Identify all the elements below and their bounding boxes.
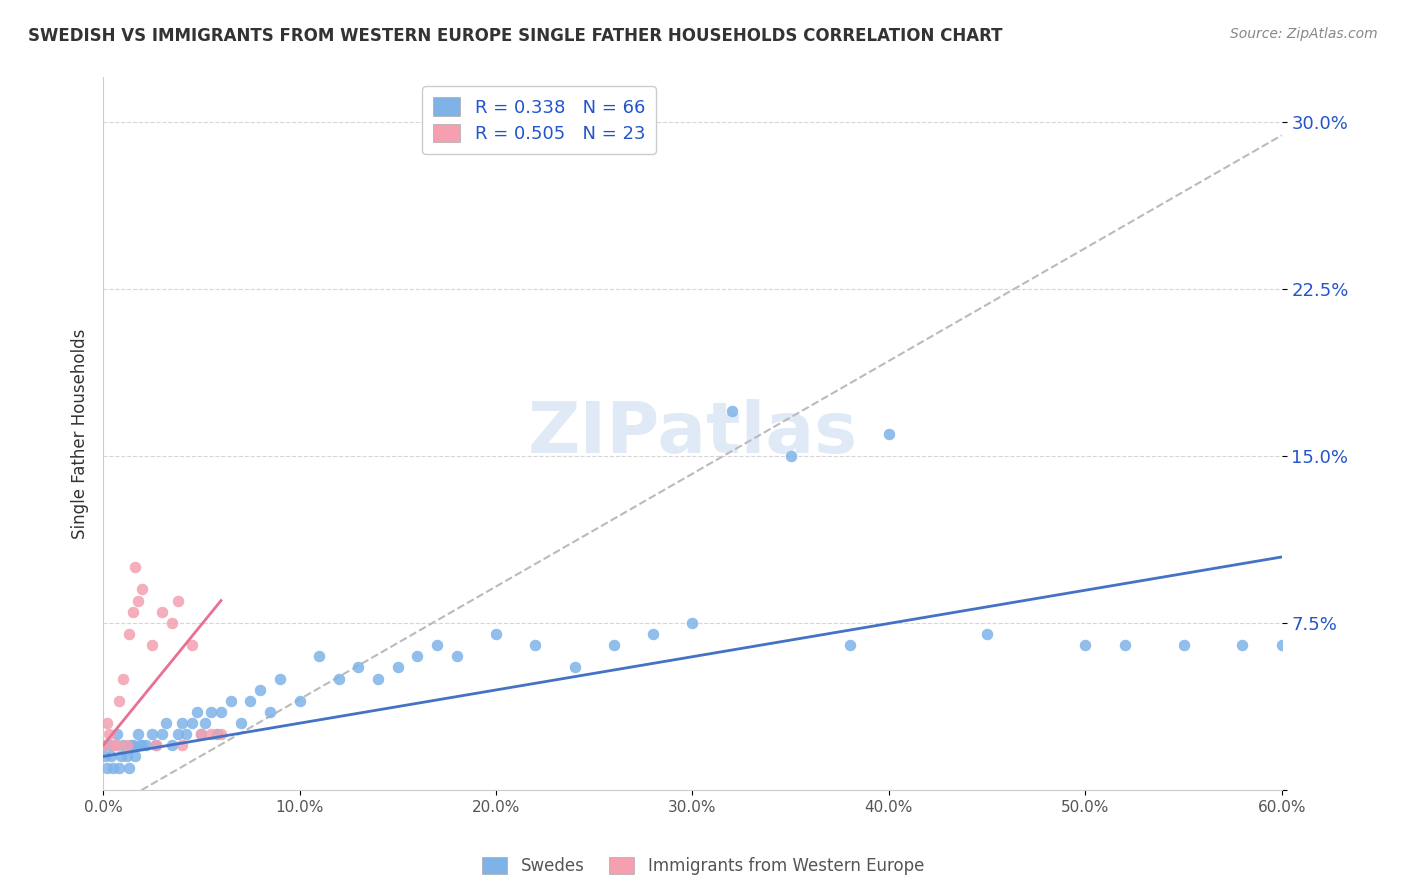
Legend: R = 0.338   N = 66, R = 0.505   N = 23: R = 0.338 N = 66, R = 0.505 N = 23 xyxy=(422,87,657,154)
Point xyxy=(190,727,212,741)
Point xyxy=(219,694,242,708)
Point xyxy=(129,739,152,753)
Point xyxy=(150,605,173,619)
Point xyxy=(131,582,153,597)
Point xyxy=(485,627,508,641)
Point xyxy=(127,727,149,741)
Point xyxy=(115,739,138,753)
Point xyxy=(170,716,193,731)
Point xyxy=(120,739,142,753)
Point xyxy=(127,593,149,607)
Point xyxy=(200,705,222,719)
Point xyxy=(209,705,232,719)
Point xyxy=(446,649,468,664)
Point xyxy=(98,727,121,741)
Point xyxy=(838,638,860,652)
Point xyxy=(328,672,350,686)
Point xyxy=(308,649,330,664)
Point xyxy=(643,627,665,641)
Point xyxy=(877,426,900,441)
Point xyxy=(239,694,262,708)
Point xyxy=(426,638,449,652)
Point xyxy=(1074,638,1097,652)
Point xyxy=(141,727,163,741)
Point xyxy=(100,749,122,764)
Point xyxy=(150,727,173,741)
Point xyxy=(1114,638,1136,652)
Point xyxy=(180,716,202,731)
Point xyxy=(720,404,742,418)
Point xyxy=(108,694,131,708)
Point xyxy=(681,615,703,630)
Legend: Swedes, Immigrants from Western Europe: Swedes, Immigrants from Western Europe xyxy=(474,849,932,884)
Point xyxy=(124,749,146,764)
Point xyxy=(269,672,291,686)
Point xyxy=(160,739,183,753)
Point xyxy=(101,761,124,775)
Point xyxy=(131,739,153,753)
Point xyxy=(1271,638,1294,652)
Point xyxy=(124,560,146,574)
Point xyxy=(111,739,134,753)
Point xyxy=(174,727,197,741)
Point xyxy=(205,727,228,741)
Point xyxy=(186,705,208,719)
Point xyxy=(524,638,547,652)
Point xyxy=(110,749,132,764)
Point xyxy=(111,672,134,686)
Point xyxy=(105,727,128,741)
Point xyxy=(779,449,801,463)
Text: Source: ZipAtlas.com: Source: ZipAtlas.com xyxy=(1230,27,1378,41)
Y-axis label: Single Father Households: Single Father Households xyxy=(72,328,89,539)
Point xyxy=(249,682,271,697)
Text: SWEDISH VS IMMIGRANTS FROM WESTERN EUROPE SINGLE FATHER HOUSEHOLDS CORRELATION C: SWEDISH VS IMMIGRANTS FROM WESTERN EUROP… xyxy=(28,27,1002,45)
Point xyxy=(229,716,252,731)
Point xyxy=(121,605,143,619)
Point xyxy=(976,627,998,641)
Point xyxy=(406,649,429,664)
Point xyxy=(603,638,626,652)
Point xyxy=(347,660,370,674)
Point xyxy=(180,638,202,652)
Point xyxy=(135,739,157,753)
Point xyxy=(98,739,121,753)
Point xyxy=(194,716,217,731)
Point xyxy=(1173,638,1195,652)
Point xyxy=(108,761,131,775)
Point xyxy=(96,761,118,775)
Point xyxy=(121,739,143,753)
Point xyxy=(170,739,193,753)
Point xyxy=(166,593,188,607)
Point xyxy=(155,716,177,731)
Point xyxy=(259,705,281,719)
Point xyxy=(209,727,232,741)
Point xyxy=(367,672,389,686)
Point xyxy=(1232,638,1254,652)
Point xyxy=(118,627,141,641)
Point xyxy=(141,638,163,652)
Point xyxy=(104,739,127,753)
Point xyxy=(105,739,128,753)
Point xyxy=(288,694,311,708)
Point xyxy=(387,660,409,674)
Point xyxy=(118,761,141,775)
Text: ZIPatlas: ZIPatlas xyxy=(527,399,858,468)
Point xyxy=(96,716,118,731)
Point xyxy=(91,739,114,753)
Point xyxy=(166,727,188,741)
Point xyxy=(160,615,183,630)
Point xyxy=(115,749,138,764)
Point xyxy=(145,739,167,753)
Point xyxy=(200,727,222,741)
Point xyxy=(190,727,212,741)
Point xyxy=(145,739,167,753)
Point xyxy=(91,739,114,753)
Point xyxy=(101,739,124,753)
Point xyxy=(94,749,117,764)
Point xyxy=(564,660,586,674)
